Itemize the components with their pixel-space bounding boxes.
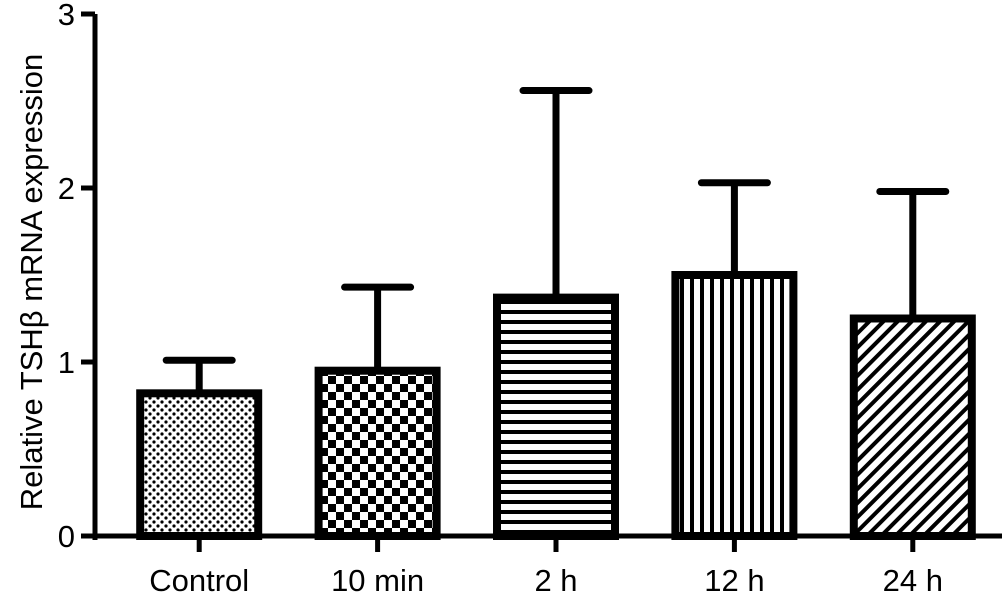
bar-2-h (493, 293, 619, 540)
y-tick-label: 3 (58, 0, 75, 32)
y-tick-label: 2 (58, 171, 75, 206)
y-tick-label: 0 (58, 519, 75, 554)
x-tick-label: 12 h (704, 563, 764, 594)
x-tick-label: 24 h (883, 563, 943, 594)
bar-24-h (849, 314, 976, 540)
bar-12-h (671, 271, 798, 540)
y-tick-label: 1 (58, 345, 75, 380)
bar-control (136, 389, 263, 540)
x-tick-label: 2 h (534, 563, 577, 594)
x-tick-label: 10 min (331, 563, 424, 594)
bar-10-min (314, 366, 441, 541)
y-axis-label: Relative TSHβ mRNA expression (14, 54, 49, 511)
x-tick-label: Control (149, 563, 249, 594)
